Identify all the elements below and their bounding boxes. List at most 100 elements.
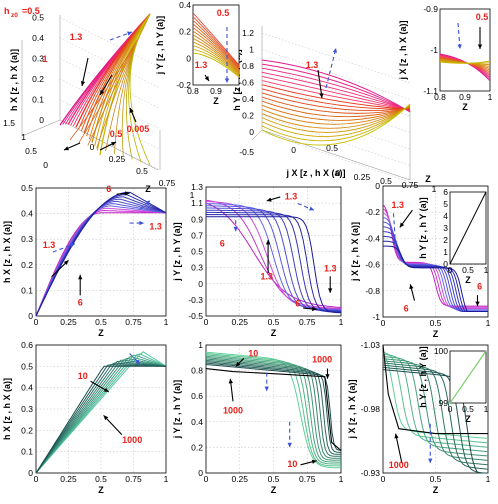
- series-line: [382, 352, 489, 444]
- x-tick-label: 0.75: [299, 474, 316, 484]
- p-hx-mid: 0 0.25 0.5 0.75 100.10.20.30.40.5Zh X [z , h…: [2, 183, 169, 338]
- series-line: [192, 19, 240, 68]
- arrow-head: [204, 76, 209, 81]
- annotation: 1.3: [306, 60, 319, 70]
- arrow-shaft: [52, 243, 76, 253]
- arrow-shaft: [325, 47, 337, 89]
- y-tick-label: -0.2: [176, 80, 191, 90]
- arrow-0.5: [477, 27, 483, 49]
- arrow-head: [266, 197, 272, 202]
- arrow-head: [224, 78, 230, 83]
- series-line: [205, 362, 342, 453]
- y-tick-label: -1: [372, 312, 380, 322]
- annotation: 1.3: [260, 272, 273, 282]
- z-tick-label: 0.4: [242, 94, 254, 104]
- axis-edge: [21, 119, 61, 137]
- x-tick-label: 0: [34, 474, 39, 484]
- x-tick-label: 1: [484, 404, 489, 414]
- arrow-head: [264, 386, 269, 392]
- series-line: [206, 203, 342, 311]
- arrow-dir: [428, 423, 433, 464]
- series-line: [35, 360, 167, 474]
- grid-line-z: [59, 17, 161, 68]
- p-hx-bot: 0 0.25 0.5 0.75 100.10.20.30.40.50.6Zh X [z …: [2, 340, 169, 495]
- y-tick-label: -0.5: [239, 147, 254, 157]
- x-tick-label: 0.25: [109, 154, 126, 164]
- series-line: [205, 353, 341, 467]
- y-tick-label: -1.1: [423, 86, 438, 96]
- arrow-shaft: [129, 353, 141, 365]
- arrow-shaft: [109, 31, 133, 41]
- series-line: [205, 351, 341, 469]
- x-tick-label: 0.5: [268, 474, 280, 484]
- x-tick-label: 0.25: [60, 474, 77, 484]
- series-line: [192, 30, 240, 71]
- series-line: [35, 196, 167, 317]
- y-tick-label: 0.3: [191, 263, 203, 273]
- arrow-dir: [457, 22, 462, 50]
- p3d-left: 0 0.1 0.2 0.3 0.4 0.5 0 0.25 0.5 0.75 1 0 0.5 1 1.5 h X…: [3, 13, 194, 201]
- series-line: [35, 365, 166, 474]
- grid-line-z: [59, 99, 161, 150]
- arrow-head: [328, 288, 333, 293]
- x-tick-label: 1: [339, 317, 344, 327]
- y-tick-label: 0: [43, 160, 48, 170]
- arrow-dir2: [287, 421, 292, 448]
- annotation: 1.3: [285, 192, 298, 202]
- x-tick-label: 0.5: [380, 176, 392, 186]
- y-tick-label: 0.2: [21, 425, 33, 435]
- y-tick-label: -0.9: [423, 4, 438, 14]
- x-tick-label: 0.75: [159, 178, 176, 188]
- y-tick-label: 0.6: [21, 340, 33, 350]
- series-line: [205, 355, 341, 463]
- series-line: [35, 362, 167, 474]
- x-tick-label: 0.8: [187, 86, 199, 96]
- y-tick-label: 1.5: [3, 118, 15, 128]
- series-line: [261, 105, 411, 133]
- arrow-head: [145, 200, 151, 205]
- arrow-head: [287, 442, 292, 448]
- title-value: =0.5: [22, 6, 40, 16]
- y-axis-label: j X [z , h X (a)]: [285, 168, 345, 178]
- y-tick-label: -0.4: [365, 233, 380, 243]
- arrow-head: [127, 31, 132, 36]
- series-line: [35, 354, 167, 474]
- x-tick-label: 1: [237, 86, 242, 96]
- series-line: [206, 211, 342, 313]
- x-tick-label: 1: [486, 474, 491, 484]
- y-tick-label: -1.03: [361, 340, 381, 350]
- series-line: [192, 16, 240, 67]
- y-tick-label: 1: [21, 132, 26, 142]
- series-line: [261, 105, 411, 125]
- series-line: [206, 216, 341, 314]
- annotation: 1000: [122, 435, 142, 445]
- y-tick-label: 3: [443, 223, 448, 233]
- y-tick-label: 1: [443, 247, 448, 257]
- x-axis-label: Z: [425, 174, 431, 184]
- arrow-6: [409, 284, 416, 301]
- y-tick-label: 0.5: [191, 247, 203, 257]
- arrow-head: [428, 458, 433, 464]
- arrow-head: [457, 44, 462, 49]
- y-tick-label: 0.4: [179, 0, 191, 10]
- series-line: [383, 245, 488, 312]
- series-line: [206, 214, 342, 313]
- y-tick-label: 0.5: [21, 361, 33, 371]
- series-line: [382, 353, 489, 448]
- arrow-head: [309, 206, 314, 211]
- y-tick-label: 99: [439, 398, 449, 408]
- z-tick-label: 1: [249, 45, 254, 55]
- x-tick-label: 0.5: [95, 317, 107, 327]
- x-tick-label: 1: [339, 474, 344, 484]
- y-tick-label: 0.7: [191, 230, 203, 240]
- y-tick-label: 1.1: [191, 198, 203, 208]
- y-tick-label: 0.1: [21, 447, 33, 457]
- series-line: [205, 364, 342, 451]
- annotation: 6: [404, 304, 409, 314]
- arrow-dir: [264, 372, 269, 392]
- y-tick-label: -0.93: [361, 468, 381, 478]
- arrow-dir3: [52, 243, 76, 253]
- arrow-head: [394, 433, 399, 439]
- arrow-head: [100, 90, 105, 95]
